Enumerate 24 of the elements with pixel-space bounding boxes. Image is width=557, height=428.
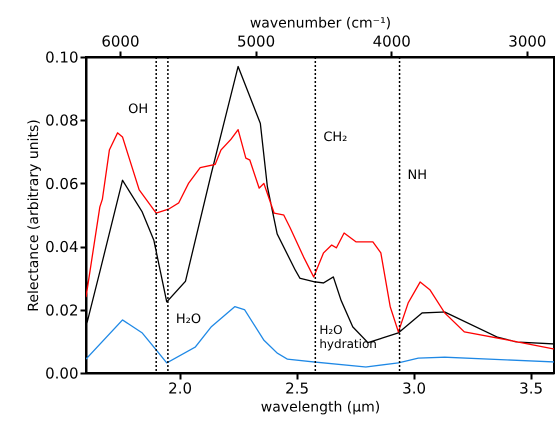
ref-line-label: NH (408, 168, 428, 183)
y-tick-label: 0.10 (45, 48, 78, 66)
y-axis-title: Relectance (arbitrary units) (26, 119, 42, 312)
x2-tick-label: 5000 (236, 32, 276, 50)
ref-line-label: OH (128, 102, 148, 117)
y-tick-label: 0.00 (45, 364, 78, 382)
x-tick-label: 2.5 (285, 380, 310, 398)
line-series (86, 306, 554, 368)
x2-axis-title: wavenumber (cm⁻¹) (250, 16, 392, 32)
y-tick-label: 0.06 (45, 174, 78, 193)
y-tick-label: 0.04 (45, 238, 78, 256)
ref-line-label: H₂O (176, 312, 202, 327)
x2-tick-label: 6000 (101, 32, 140, 50)
x2-tick-label: 3000 (508, 32, 546, 50)
ref-line-label: CH₂ (323, 130, 348, 145)
y-tick-label: 0.08 (45, 112, 78, 130)
x-tick-label: 2.0 (168, 380, 192, 398)
x-tick-label: 3.5 (519, 380, 544, 398)
x2-tick-label: 4000 (372, 32, 411, 50)
annotation: H₂O hydration (319, 323, 377, 351)
x-tick-label: 3.0 (402, 380, 426, 398)
y-tick-label: 0.02 (45, 301, 78, 320)
line-series (86, 129, 554, 350)
x-axis-title: wavelength (μm) (260, 400, 380, 416)
